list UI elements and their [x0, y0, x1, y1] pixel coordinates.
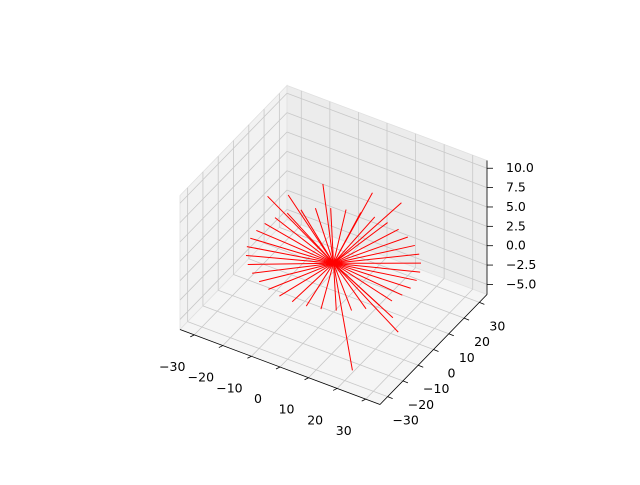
- y-tick: [479, 302, 484, 304]
- y-tick-label: 10: [459, 350, 475, 365]
- y-tick: [449, 334, 454, 336]
- z-tick-label: −2.5: [506, 257, 536, 272]
- z-tick-label: 0.0: [506, 238, 526, 253]
- y-tick-label: 0: [448, 366, 456, 381]
- x-tick: [247, 356, 251, 358]
- z-tick-label: −5.0: [506, 276, 536, 291]
- x-tick-label: 20: [307, 412, 323, 427]
- z-tick-label: 5.0: [506, 199, 526, 214]
- y-tick: [464, 318, 469, 320]
- x-tick: [276, 367, 280, 369]
- x-tick: [362, 399, 366, 401]
- y-tick-label: 30: [489, 318, 505, 333]
- x-tick-label: 30: [336, 423, 352, 438]
- y-tick: [418, 365, 423, 367]
- z-tick-label: 2.5: [506, 218, 526, 233]
- y-tick: [403, 381, 408, 383]
- x-tick-label: 0: [254, 391, 262, 406]
- x-tick: [333, 388, 337, 390]
- y-tick-label: −10: [423, 381, 449, 396]
- z-tick-label: 7.5: [506, 180, 526, 195]
- x-tick-label: −20: [188, 370, 214, 385]
- y-tick: [388, 397, 393, 399]
- x-tick: [190, 335, 194, 337]
- x-tick: [305, 378, 309, 380]
- y-tick-label: −20: [408, 397, 434, 412]
- x-tick-label: −30: [159, 359, 185, 374]
- x-tick-label: 10: [279, 402, 295, 417]
- x-tick: [219, 346, 223, 348]
- z-tick-label: 10.0: [506, 160, 534, 175]
- y-tick-label: 20: [474, 334, 490, 349]
- x-tick-label: −10: [216, 380, 242, 395]
- y-tick: [434, 350, 439, 352]
- y-tick-label: −30: [392, 413, 418, 428]
- axes-panes: [180, 86, 487, 405]
